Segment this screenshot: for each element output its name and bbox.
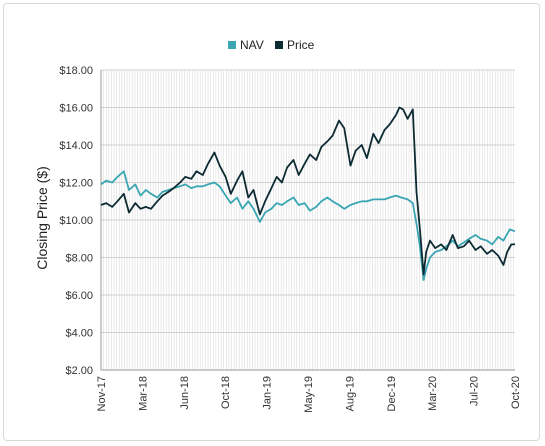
legend-swatch-price: [275, 41, 283, 49]
x-tick-label: Jan-19: [262, 376, 274, 410]
y-tick-label: $12.00: [59, 178, 93, 190]
series-lines: [100, 106, 516, 281]
y-tick-label: $14.00: [59, 140, 93, 152]
x-tick-label: Dec-19: [386, 376, 398, 411]
x-tick-label: Jul-20: [469, 376, 481, 406]
legend: NAV Price: [228, 38, 315, 52]
chart-card: [3, 3, 540, 441]
legend-swatch-nav: [228, 41, 236, 49]
axes: $2.00 $4.00 $6.00 $8.00 $10.00 $12.00 $14.00 $1…: [59, 65, 522, 413]
legend-label-price: Price: [287, 38, 315, 52]
y-tick-label: $4.00: [65, 328, 93, 340]
x-tick-label: Nov-17: [96, 376, 108, 411]
y-tick-label: $2.00: [65, 365, 93, 377]
x-tick-label: May-19: [303, 376, 315, 413]
y-tick-label: $8.00: [65, 253, 93, 265]
y-tick-label: $18.00: [59, 65, 93, 77]
legend-label-nav: NAV: [240, 38, 264, 52]
x-tick-label: Oct-18: [220, 376, 232, 409]
series-line-price: [100, 106, 515, 276]
y-axis-label: Closing Price ($): [34, 166, 50, 269]
series-line-nav: [100, 170, 516, 281]
y-tick-label: $10.00: [59, 215, 93, 227]
grid-lines: [100, 69, 515, 371]
y-tick-label: $6.00: [65, 290, 93, 302]
x-tick-label: Mar-20: [427, 376, 439, 411]
x-tick-label: Jun-18: [179, 376, 191, 410]
x-tick-label: Oct-20: [510, 376, 522, 409]
x-tick-label: Mar-18: [137, 376, 149, 411]
x-tick-label: Aug-19: [344, 376, 356, 411]
y-tick-label: $16.00: [59, 103, 93, 115]
